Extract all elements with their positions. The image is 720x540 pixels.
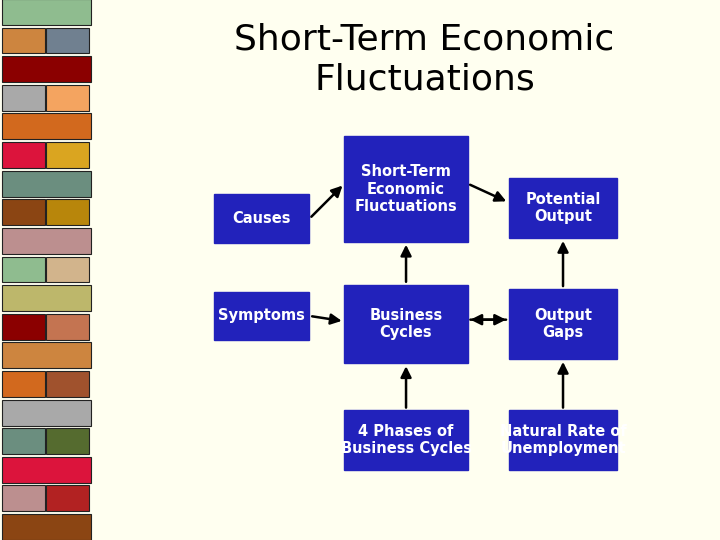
FancyBboxPatch shape <box>509 289 617 359</box>
FancyBboxPatch shape <box>344 285 467 363</box>
Text: 4 Phases of
Business Cycles: 4 Phases of Business Cycles <box>341 424 472 456</box>
Text: Business
Cycles: Business Cycles <box>369 308 443 340</box>
Text: Output
Gaps: Output Gaps <box>534 308 592 340</box>
Bar <box>46 428 89 454</box>
FancyBboxPatch shape <box>344 410 467 470</box>
Bar <box>2 428 45 454</box>
Text: Natural Rate of
Unemployment: Natural Rate of Unemployment <box>500 424 626 456</box>
Bar <box>46 199 89 225</box>
Text: Symptoms: Symptoms <box>218 308 305 323</box>
Bar <box>46 314 89 340</box>
Bar <box>46 485 89 511</box>
FancyBboxPatch shape <box>344 136 467 241</box>
Bar <box>2 400 91 426</box>
Bar <box>2 56 91 82</box>
Text: Causes: Causes <box>232 211 291 226</box>
Bar <box>2 28 45 53</box>
Bar <box>46 85 89 111</box>
Bar <box>2 0 91 25</box>
Bar <box>2 342 91 368</box>
Text: Short-Term Economic
Fluctuations: Short-Term Economic Fluctuations <box>235 23 615 96</box>
Bar <box>46 256 89 282</box>
Bar <box>2 142 45 168</box>
Text: Short-Term
Economic
Fluctuations: Short-Term Economic Fluctuations <box>355 164 457 214</box>
Bar <box>2 457 91 483</box>
Bar <box>2 171 91 197</box>
Bar <box>46 371 89 397</box>
Text: Potential
Output: Potential Output <box>526 192 600 224</box>
FancyBboxPatch shape <box>214 292 309 340</box>
Bar <box>2 514 91 540</box>
Bar <box>2 113 91 139</box>
Bar <box>2 285 91 311</box>
Bar <box>2 228 91 254</box>
Bar <box>46 142 89 168</box>
Bar <box>2 485 45 511</box>
Bar <box>46 28 89 53</box>
Bar <box>2 199 45 225</box>
FancyBboxPatch shape <box>509 178 617 238</box>
FancyBboxPatch shape <box>509 410 617 470</box>
FancyBboxPatch shape <box>214 194 309 243</box>
Bar <box>2 314 45 340</box>
Bar <box>2 85 45 111</box>
Bar <box>2 256 45 282</box>
Bar <box>2 371 45 397</box>
